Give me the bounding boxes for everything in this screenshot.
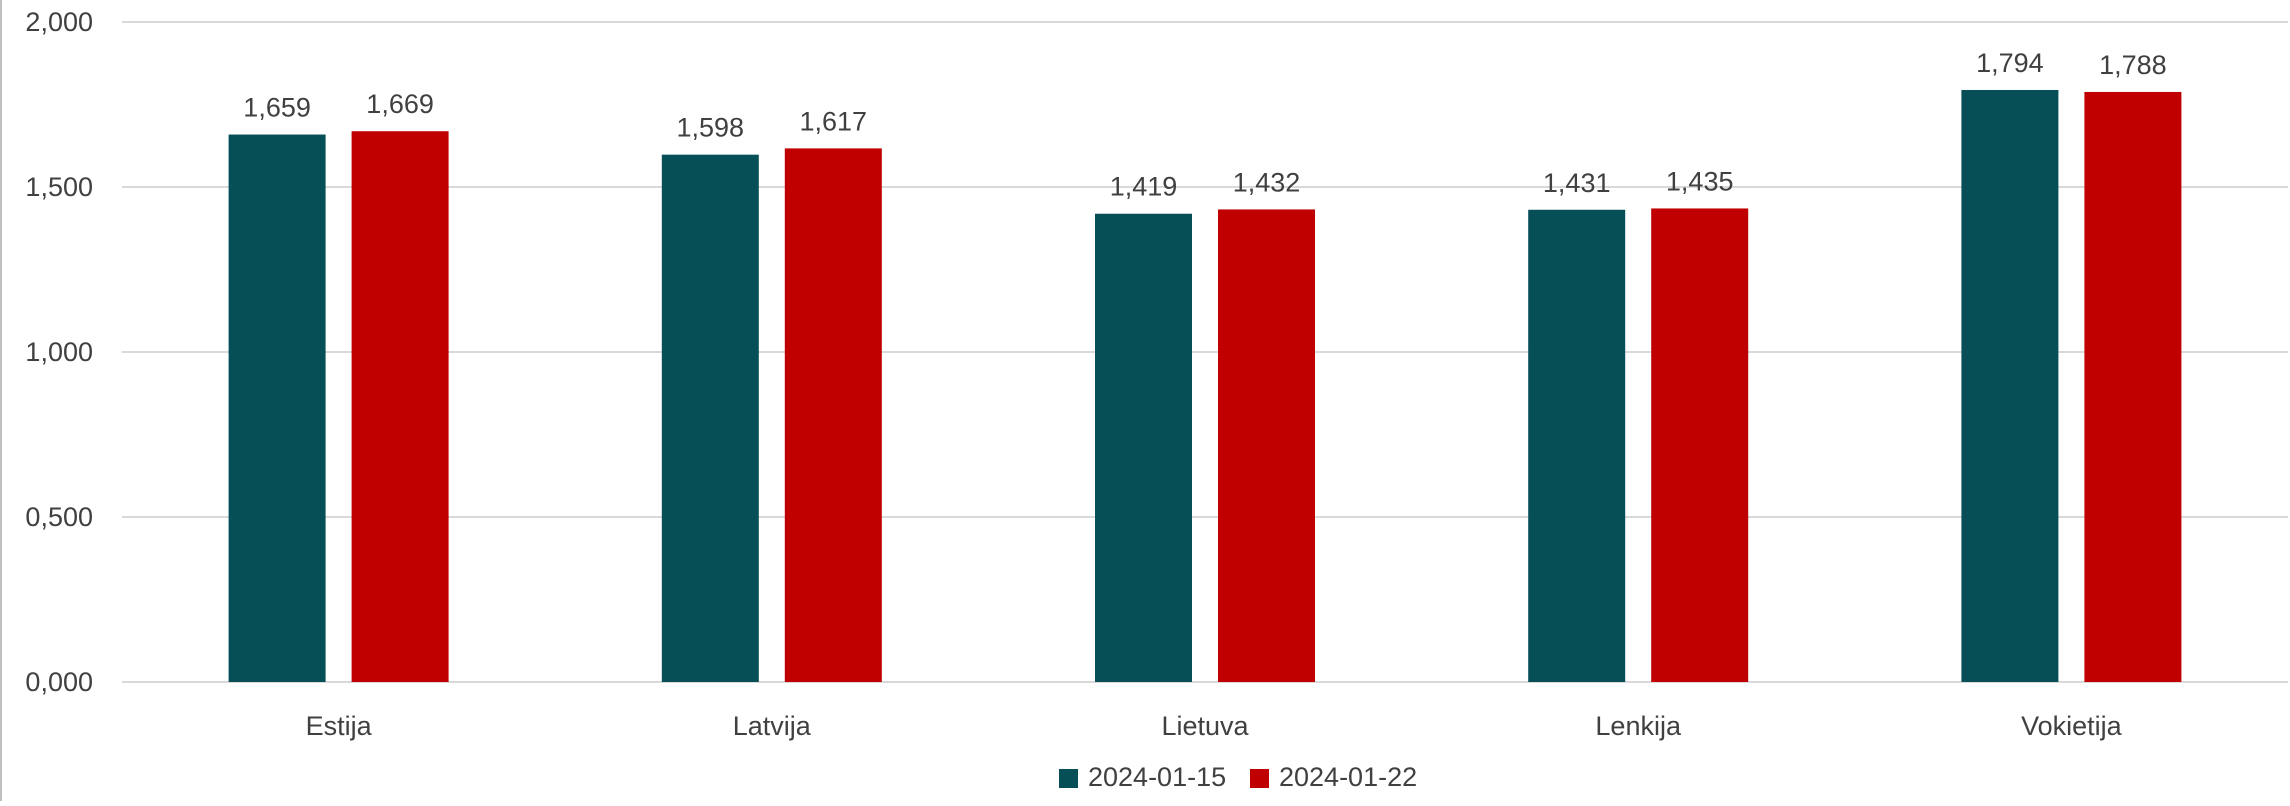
x-category-label: Vokietija (2021, 711, 2123, 741)
legend: 2024-01-15 2024-01-22 (1059, 762, 1417, 792)
y-tick-label: 0,500 (25, 502, 93, 532)
y-axis-ticks: 0,000 0,500 1,000 1,500 2,000 (25, 7, 93, 697)
bar-lenkija-series-2 (1651, 208, 1749, 682)
data-label: 1,432 (1233, 167, 1301, 197)
bar-vokietija-series-1 (1961, 89, 2059, 683)
x-category-label: Lietuva (1161, 711, 1249, 741)
data-label: 1,431 (1543, 168, 1611, 198)
x-axis-categories: Estija Latvija Lietuva Lenkija Vokietija (306, 711, 2123, 741)
data-label: 1,659 (243, 93, 311, 123)
bar-lietuva-series-2 (1218, 209, 1315, 682)
bar-estija-series-1 (228, 134, 326, 682)
legend-swatch (1059, 769, 1078, 788)
bars (228, 89, 2182, 683)
legend-item: 2024-01-22 (1250, 762, 1417, 792)
bar-vokietija-series-2 (2084, 91, 2182, 682)
legend-item: 2024-01-15 (1059, 762, 1226, 792)
x-category-label: Estija (306, 711, 373, 741)
bar-lietuva-series-1 (1095, 213, 1192, 683)
legend-label: 2024-01-15 (1088, 762, 1226, 792)
data-label: 1,435 (1666, 166, 1734, 196)
data-label: 1,419 (1110, 172, 1178, 202)
y-tick-label: 0,000 (25, 667, 93, 697)
y-tick-label: 1,000 (25, 337, 93, 367)
chart-left-border (0, 0, 2, 801)
bar-latvija-series-1 (661, 154, 759, 682)
x-category-label: Latvija (733, 711, 812, 741)
legend-swatch (1250, 769, 1269, 788)
data-label: 1,794 (1976, 48, 2044, 78)
y-tick-label: 2,000 (25, 7, 93, 37)
data-label: 1,598 (677, 113, 745, 143)
data-label: 1,669 (366, 89, 434, 119)
bar-lenkija-series-1 (1528, 209, 1626, 682)
x-category-label: Lenkija (1595, 711, 1682, 741)
y-tick-label: 1,500 (25, 172, 93, 202)
data-label: 1,788 (2099, 50, 2167, 80)
data-label: 1,617 (800, 106, 868, 136)
bar-latvija-series-2 (784, 148, 882, 682)
data-labels: 1,659 1,669 1,598 1,617 1,419 1,432 1,431 1,435… (243, 48, 2166, 202)
gridlines (122, 21, 2288, 683)
bar-estija-series-2 (351, 131, 449, 683)
legend-label: 2024-01-22 (1279, 762, 1417, 792)
